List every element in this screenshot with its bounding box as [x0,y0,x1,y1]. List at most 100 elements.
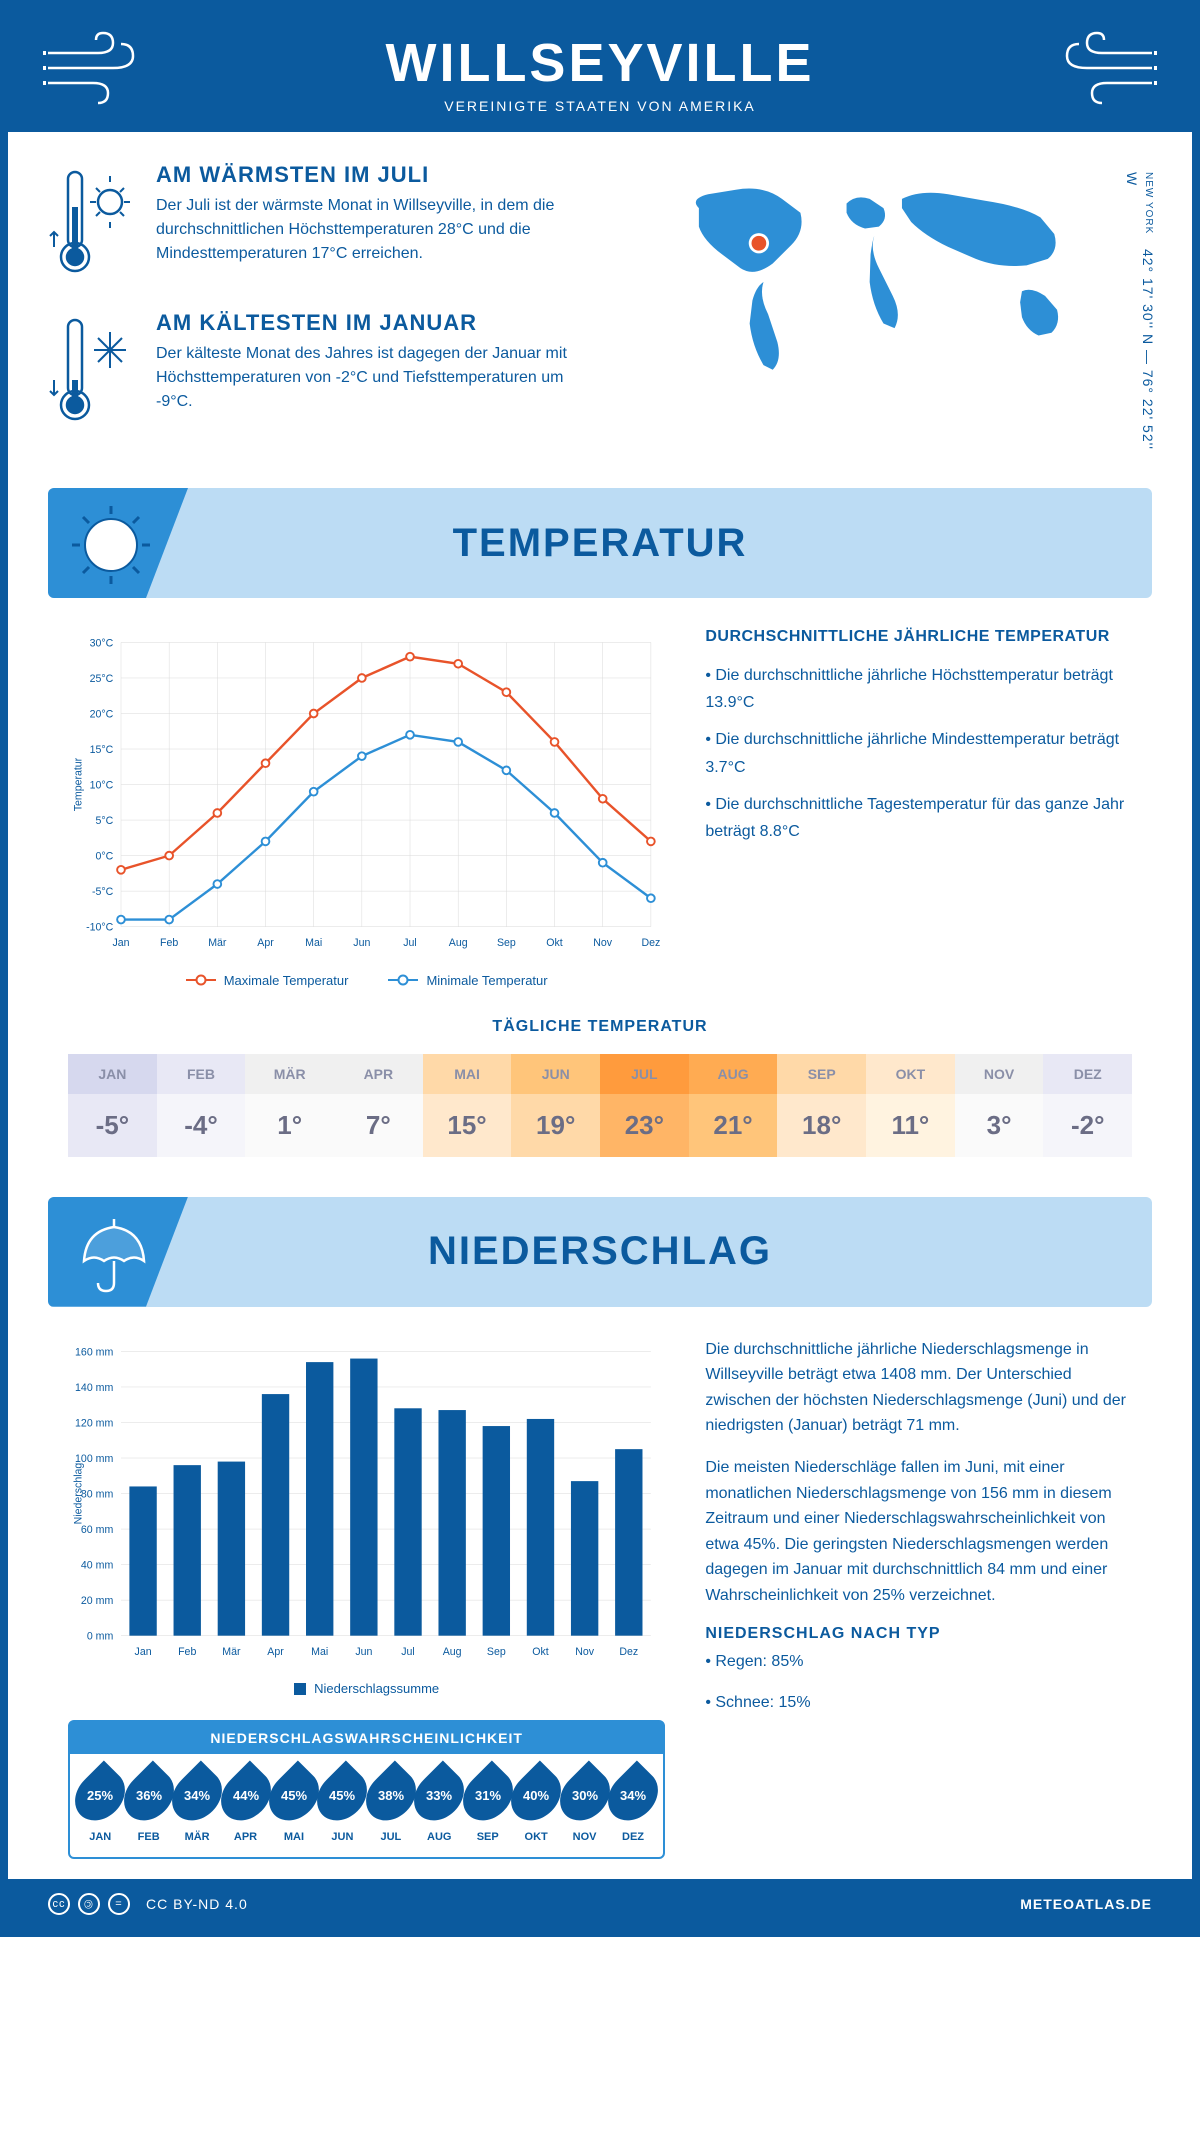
warmest-title: AM WÄRMSTEN IM JULI [156,162,585,188]
prob-cell: 45%JUN [320,1768,364,1843]
precipitation-section-header: NIEDERSCHLAG [48,1197,1152,1307]
temp-cell: JUL23° [600,1054,689,1157]
prob-cell: 45%MAI [272,1768,316,1843]
sun-icon [66,500,156,590]
svg-text:Niederschlag: Niederschlag [72,1462,84,1524]
temp-bullet-0: • Die durchschnittliche jährliche Höchst… [705,662,1132,716]
svg-text:Mai: Mai [305,937,322,949]
svg-text:Dez: Dez [619,1645,638,1657]
temp-cell: FEB-4° [157,1054,246,1157]
world-map [615,162,1152,402]
thermometer-cold-icon [48,310,138,430]
svg-text:Mär: Mär [208,937,227,949]
temp-cell: JUN19° [511,1054,600,1157]
temperature-heading: TEMPERATUR [453,521,748,566]
svg-text:Okt: Okt [532,1645,549,1657]
svg-text:Dez: Dez [641,937,660,949]
svg-text:Feb: Feb [160,937,178,949]
precip-para-1: Die durchschnittliche jährliche Niedersc… [705,1337,1132,1439]
svg-text:10°C: 10°C [90,779,114,791]
warmest-text: Der Juli ist der wärmste Monat in Willse… [156,194,585,266]
temp-cell: OKT11° [866,1054,955,1157]
header: WILLSEYVILLE VEREINIGTE STAATEN VON AMER… [8,8,1192,132]
temp-bullet-1: • Die durchschnittliche jährliche Mindes… [705,726,1132,780]
temp-cell: MAI15° [423,1054,512,1157]
precipitation-info: Die durchschnittliche jährliche Niedersc… [705,1337,1132,1860]
intro-left: AM WÄRMSTEN IM JULI Der Juli ist der wär… [48,162,585,458]
prob-cell: 31%SEP [466,1768,510,1843]
prob-cell: 44%APR [223,1768,267,1843]
svg-text:Jun: Jun [355,1645,372,1657]
daily-temp-grid: JAN-5°FEB-4°MÄR1°APR7°MAI15°JUN19°JUL23°… [68,1054,1132,1157]
svg-text:Feb: Feb [178,1645,196,1657]
prob-grid: 25%JAN36%FEB34%MÄR44%APR45%MAI45%JUN38%J… [70,1754,663,1857]
svg-text:60 mm: 60 mm [81,1523,114,1535]
svg-text:0 mm: 0 mm [87,1630,114,1642]
temp-cell: AUG21° [689,1054,778,1157]
warmest-block: AM WÄRMSTEN IM JULI Der Juli ist der wär… [48,162,585,282]
svg-text:Apr: Apr [257,937,274,949]
svg-text:Jan: Jan [135,1645,152,1657]
temperature-info: DURCHSCHNITTLICHE JÄHRLICHE TEMPERATUR •… [705,628,1132,988]
thermometer-hot-icon [48,162,138,282]
precipitation-left: 0 mm20 mm40 mm60 mm80 mm100 mm120 mm140 … [68,1337,665,1860]
precip-para-2: Die meisten Niederschläge fallen im Juni… [705,1455,1132,1609]
svg-text:Jan: Jan [112,937,129,949]
temp-cell: MÄR1° [245,1054,334,1157]
svg-text:Mai: Mai [311,1645,328,1657]
svg-text:120 mm: 120 mm [75,1417,113,1429]
temp-bullet-2: • Die durchschnittliche Tagestemperatur … [705,791,1132,845]
country-subtitle: VEREINIGTE STAATEN VON AMERIKA [8,98,1192,114]
by-icon: 🄯 [78,1893,100,1915]
svg-text:30°C: 30°C [90,637,114,649]
prob-cell: 30%NOV [562,1768,606,1843]
infographic-container: WILLSEYVILLE VEREINIGTE STAATEN VON AMER… [0,0,1200,1937]
prob-cell: 40%OKT [514,1768,558,1843]
footer-site: METEOATLAS.DE [1020,1896,1152,1912]
temperature-section: -10°C-5°C0°C5°C10°C15°C20°C25°C30°CJanFe… [8,598,1192,1018]
intro-right: NEW YORK 42° 17' 30'' N — 76° 22' 52'' W [615,162,1152,458]
wind-icon-right [1042,28,1162,108]
svg-text:Nov: Nov [575,1645,595,1657]
svg-text:Aug: Aug [443,1645,462,1657]
precipitation-heading: NIEDERSCHLAG [428,1229,772,1274]
temp-cell: APR7° [334,1054,423,1157]
precip-snow: • Schnee: 15% [705,1690,1132,1716]
temperature-chart: -10°C-5°C0°C5°C10°C15°C20°C25°C30°CJanFe… [68,628,665,988]
precipitation-section: 0 mm20 mm40 mm60 mm80 mm100 mm120 mm140 … [8,1307,1192,1880]
svg-text:160 mm: 160 mm [75,1346,113,1358]
temperature-section-header: TEMPERATUR [48,488,1152,598]
daily-temp-heading: TÄGLICHE TEMPERATUR [68,1018,1132,1036]
svg-text:Jul: Jul [403,937,417,949]
svg-text:Sep: Sep [497,937,516,949]
intro-section: AM WÄRMSTEN IM JULI Der Juli ist der wär… [8,132,1192,488]
svg-text:Okt: Okt [546,937,563,949]
prob-cell: 38%JUL [369,1768,413,1843]
coldest-title: AM KÄLTESTEN IM JANUAR [156,310,585,336]
coldest-text: Der kälteste Monat des Jahres ist dagege… [156,342,585,414]
svg-text:Nov: Nov [593,937,613,949]
svg-text:20°C: 20°C [90,708,114,720]
precipitation-probability-box: NIEDERSCHLAGSWAHRSCHEINLICHKEIT 25%JAN36… [68,1720,665,1859]
umbrella-icon [66,1209,156,1299]
coordinates: NEW YORK 42° 17' 30'' N — 76° 22' 52'' W [1124,172,1156,458]
svg-text:Jun: Jun [353,937,370,949]
svg-text:15°C: 15°C [90,744,114,756]
svg-text:5°C: 5°C [96,815,114,827]
cc-icon: cc [48,1893,70,1915]
svg-text:140 mm: 140 mm [75,1381,113,1393]
wind-icon-left [38,28,158,108]
prob-cell: 34%DEZ [611,1768,655,1843]
nd-icon: = [108,1893,130,1915]
svg-text:80 mm: 80 mm [81,1488,114,1500]
svg-text:Aug: Aug [449,937,468,949]
prob-heading: NIEDERSCHLAGSWAHRSCHEINLICHKEIT [70,1722,663,1754]
temp-cell: SEP18° [777,1054,866,1157]
temperature-legend: Maximale Temperatur Minimale Temperatur [68,973,665,988]
daily-temperature: TÄGLICHE TEMPERATUR JAN-5°FEB-4°MÄR1°APR… [8,1018,1192,1197]
footer-license: cc 🄯 = CC BY-ND 4.0 [48,1893,248,1915]
prob-cell: 25%JAN [78,1768,122,1843]
prob-cell: 33%AUG [417,1768,461,1843]
svg-text:Apr: Apr [267,1645,284,1657]
svg-text:25°C: 25°C [90,673,114,685]
